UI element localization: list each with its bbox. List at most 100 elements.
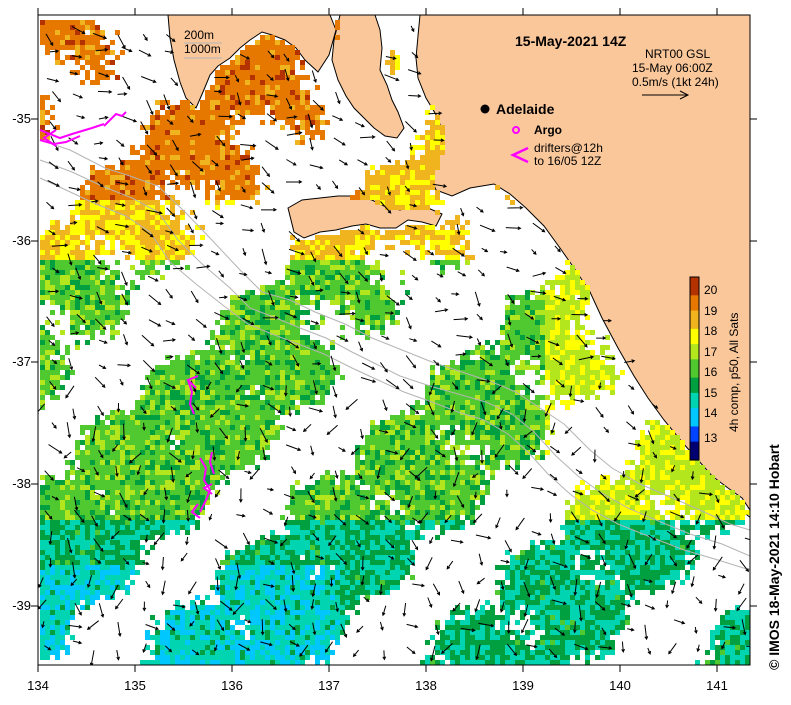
sst-pixel [95, 245, 100, 250]
sst-pixel [730, 490, 735, 495]
sst-pixel [645, 445, 650, 450]
sst-pixel [655, 445, 660, 450]
sst-pixel [315, 110, 320, 115]
sst-pixel [220, 130, 225, 135]
sst-pixel [100, 510, 105, 515]
sst-pixel [115, 435, 120, 440]
sst-pixel [70, 245, 75, 250]
sst-pixel [150, 435, 155, 440]
sst-pixel [525, 360, 530, 365]
sst-pixel [370, 185, 375, 190]
sst-pixel [50, 30, 55, 35]
sst-pixel [495, 385, 500, 390]
sst-pixel [180, 400, 185, 405]
sst-pixel [390, 50, 395, 55]
sst-pixel [150, 230, 155, 235]
sst-pixel [110, 235, 115, 240]
sst-pixel [575, 355, 580, 360]
sst-pixel [500, 450, 505, 455]
sst-pixel [275, 85, 280, 90]
sst-pixel [95, 65, 100, 70]
sst-pixel [355, 450, 360, 455]
sst-pixel [255, 350, 260, 355]
sst-pixel [145, 445, 150, 450]
sst-pixel [80, 425, 85, 430]
sst-pixel [460, 390, 465, 395]
sst-pixel [470, 420, 475, 425]
sst-pixel [180, 510, 185, 515]
sst-pixel [95, 505, 100, 510]
sst-pixel [120, 470, 125, 475]
sst-pixel [175, 415, 180, 420]
sst-pixel [160, 145, 165, 150]
sst-pixel [165, 200, 170, 205]
sst-pixel [495, 395, 500, 400]
sst-pixel [100, 305, 105, 310]
sst-pixel [130, 450, 135, 455]
sst-pixel [215, 120, 220, 125]
sst-pixel [315, 500, 320, 505]
sst-pixel [55, 265, 60, 270]
sst-pixel [485, 340, 490, 345]
sst-pixel [510, 360, 515, 365]
sst-pixel [355, 300, 360, 305]
sst-pixel [675, 460, 680, 465]
sst-pixel [280, 105, 285, 110]
sst-pixel [330, 340, 335, 345]
sst-pixel [290, 295, 295, 300]
sst-pixel [305, 320, 310, 325]
sst-pixel [225, 175, 230, 180]
sst-pixel [105, 235, 110, 240]
sst-pixel [465, 495, 470, 500]
sst-pixel [360, 330, 365, 335]
sst-pixel [215, 110, 220, 115]
sst-pixel [290, 370, 295, 375]
sst-pixel [40, 40, 45, 45]
sst-pixel [190, 400, 195, 405]
sst-pixel [580, 285, 585, 290]
sst-pixel [450, 225, 455, 230]
sst-pixel [155, 390, 160, 395]
sst-pixel [470, 425, 475, 430]
sst-pixel [210, 155, 215, 160]
sst-pixel [60, 260, 65, 265]
sst-pixel [480, 500, 485, 505]
sst-pixel [465, 350, 470, 355]
sst-pixel [140, 220, 145, 225]
sst-pixel [205, 150, 210, 155]
sst-pixel [385, 60, 390, 65]
sst-pixel [425, 400, 430, 405]
sst-pixel [365, 170, 370, 175]
sst-pixel [580, 370, 585, 375]
sst-pixel [290, 245, 295, 250]
sst-pixel [575, 365, 580, 370]
sst-pixel [265, 425, 270, 430]
sst-pixel [150, 235, 155, 240]
sst-pixel [285, 295, 290, 300]
sst-pixel [305, 505, 310, 510]
sst-pixel [90, 445, 95, 450]
sst-pixel [415, 470, 420, 475]
sst-pixel [410, 445, 415, 450]
sst-pixel [325, 365, 330, 370]
sst-pixel [50, 365, 55, 370]
sst-pixel [430, 490, 435, 495]
sst-pixel [460, 230, 465, 235]
sst-pixel [360, 275, 365, 280]
sst-pixel [140, 260, 145, 265]
sst-pixel [515, 335, 520, 340]
sst-pixel [430, 480, 435, 485]
sst-pixel [685, 465, 690, 470]
sst-pixel [425, 495, 430, 500]
sst-pixel [605, 480, 610, 485]
sst-pixel [410, 195, 415, 200]
sst-pixel [475, 470, 480, 475]
sst-pixel [95, 30, 100, 35]
sst-pixel [570, 370, 575, 375]
sst-pixel [165, 490, 170, 495]
sst-pixel [505, 400, 510, 405]
sst-pixel [435, 510, 440, 515]
sst-pixel [235, 65, 240, 70]
sst-pixel [60, 330, 65, 335]
sst-pixel [335, 20, 340, 25]
